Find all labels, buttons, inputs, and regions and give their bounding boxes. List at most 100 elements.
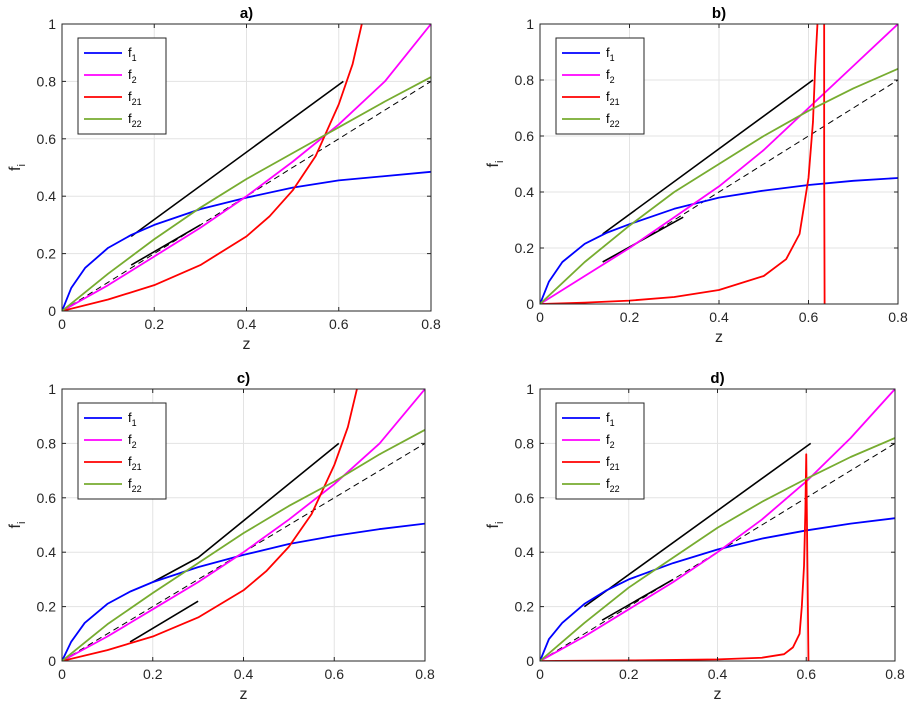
legend-label-sub: 2 xyxy=(610,75,615,85)
legend-label-f21: f21 xyxy=(128,454,142,472)
series-f2-line xyxy=(62,389,425,661)
legend-label-f22: f22 xyxy=(606,476,620,494)
legend-label-main: f xyxy=(606,89,610,104)
y-tick-label: 0.2 xyxy=(37,246,57,262)
legend-label-sub: 22 xyxy=(132,119,142,129)
series-f1-line xyxy=(62,170,431,311)
x-tick-label: 0.6 xyxy=(797,666,817,682)
series-f22-line xyxy=(540,437,895,661)
series-f21-line xyxy=(62,389,358,661)
series-f21-line xyxy=(62,24,363,311)
legend-label-f22: f22 xyxy=(128,111,142,129)
y-axis-label-sub: i xyxy=(494,161,506,163)
y-tick-label: 0.4 xyxy=(37,544,57,560)
panel-3: 0 0.2 0.4 0.6 0.800.20.40.60.81d)zfif1f2f21f… xyxy=(485,370,905,703)
series-group xyxy=(62,389,425,661)
legend-label-f22: f22 xyxy=(128,476,142,494)
y-tick-label: 0.8 xyxy=(515,435,535,451)
x-tick-label: 0.2 xyxy=(620,309,640,325)
x-axis-label: z xyxy=(243,336,251,353)
panel-title: d) xyxy=(710,370,724,387)
x-tick-label: 0 xyxy=(58,666,66,682)
legend-label-sub: 1 xyxy=(132,418,137,428)
x-tick-label: 0.4 xyxy=(237,316,257,332)
x-tick-label: 0 xyxy=(536,309,544,325)
legend-label-f22: f22 xyxy=(606,111,620,129)
x-axis-label: z xyxy=(715,329,723,346)
x-tick-label: 0.4 xyxy=(708,666,728,682)
y-axis-label-main: f xyxy=(485,162,502,167)
legend-label-sub: 1 xyxy=(610,53,615,63)
legend-label-f1: f1 xyxy=(606,410,615,428)
legend-label-sub: 22 xyxy=(610,484,620,494)
x-tick-label: 0.8 xyxy=(415,666,435,682)
legend-label-main: f xyxy=(606,67,610,82)
y-tick-label: 0.8 xyxy=(37,435,57,451)
series-f22-line xyxy=(62,76,431,311)
y-axis-label-sub: i xyxy=(16,164,28,166)
y-tick-label: 0 xyxy=(526,653,534,669)
y-tick-label: 1 xyxy=(48,16,56,32)
y-tick-label: 0.4 xyxy=(515,184,535,200)
legend-label-sub: 1 xyxy=(132,53,137,63)
y-tick-label: 0.6 xyxy=(37,490,57,506)
y-tick-label: 1 xyxy=(526,381,534,397)
series-group xyxy=(62,24,431,311)
y-axis-label-main: f xyxy=(485,523,502,528)
legend-label-sub: 2 xyxy=(132,75,137,85)
legend-label-main: f xyxy=(128,432,132,447)
panel-title: b) xyxy=(712,5,726,22)
x-tick-label: 0.2 xyxy=(143,666,163,682)
legend-label-f1: f1 xyxy=(606,45,615,63)
legend-label-sub: 21 xyxy=(610,462,620,472)
series-f1-line xyxy=(62,522,425,661)
y-tick-label: 0.2 xyxy=(515,240,535,256)
y-axis-label-sub: i xyxy=(16,522,28,524)
legend-label-f2: f2 xyxy=(606,432,615,450)
y-axis-label-sub: i xyxy=(494,522,506,524)
black-line xyxy=(130,224,201,266)
legend-label-main: f xyxy=(128,45,132,60)
y-tick-label: 0.6 xyxy=(515,128,535,144)
legend-label-main: f xyxy=(128,67,132,82)
legend-label-main: f xyxy=(128,89,132,104)
legend-label-f21: f21 xyxy=(128,89,142,107)
legend-label-main: f xyxy=(606,454,610,469)
y-tick-label: 0.6 xyxy=(37,131,57,147)
legend-label-main: f xyxy=(606,476,610,491)
x-axis-label: z xyxy=(240,686,248,703)
y-axis-label: fi xyxy=(7,164,28,171)
series-f1-line xyxy=(540,177,898,304)
series-f1-line xyxy=(540,517,895,661)
legend-label-main: f xyxy=(606,432,610,447)
panel-1: 0 0.2 0.4 0.6 0.800.20.40.60.81b)zfif1f2f21f… xyxy=(485,5,908,346)
y-tick-label: 0.6 xyxy=(515,490,535,506)
legend-box xyxy=(555,402,645,500)
y-tick-label: 0.2 xyxy=(37,599,57,615)
x-tick-label: 0.6 xyxy=(799,309,819,325)
series-f2-line xyxy=(62,24,431,311)
legend-box xyxy=(555,37,645,135)
y-axis-label: fi xyxy=(485,161,506,168)
series-f21-line xyxy=(540,453,810,661)
x-axis-label: z xyxy=(714,686,722,703)
x-tick-label: 0.2 xyxy=(619,666,639,682)
series-f21-line xyxy=(540,24,826,304)
legend-box xyxy=(77,37,167,135)
x-tick-label: 0 xyxy=(58,316,66,332)
legend-label-sub: 22 xyxy=(132,484,142,494)
y-axis-label-main: f xyxy=(7,166,24,171)
legend-label-main: f xyxy=(128,111,132,126)
legend-label-main: f xyxy=(128,454,132,469)
x-tick-label: 0.4 xyxy=(234,666,254,682)
legend-label-f2: f2 xyxy=(606,67,615,85)
y-tick-label: 0.4 xyxy=(515,544,535,560)
x-tick-label: 0.6 xyxy=(325,666,345,682)
x-tick-label: 0.8 xyxy=(421,316,441,332)
x-tick-label: 0.2 xyxy=(145,316,165,332)
y-tick-label: 1 xyxy=(48,381,56,397)
x-tick-label: 0 xyxy=(536,666,544,682)
